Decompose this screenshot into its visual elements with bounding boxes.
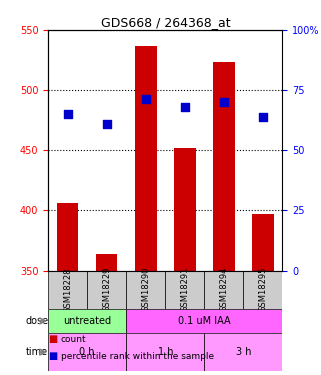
Point bbox=[221, 99, 226, 105]
Bar bbox=[135, 46, 157, 271]
Text: GSM18229: GSM18229 bbox=[102, 267, 111, 312]
Text: 3 h: 3 h bbox=[236, 347, 251, 357]
Point bbox=[143, 96, 148, 102]
Text: ■: ■ bbox=[48, 351, 57, 361]
Bar bbox=[96, 254, 117, 271]
FancyBboxPatch shape bbox=[126, 309, 282, 333]
Text: GSM18294: GSM18294 bbox=[219, 267, 229, 312]
Text: 0 h: 0 h bbox=[80, 347, 95, 357]
Point bbox=[182, 104, 187, 110]
Point bbox=[260, 114, 265, 120]
FancyBboxPatch shape bbox=[87, 271, 126, 309]
Text: GSM18291: GSM18291 bbox=[180, 267, 189, 312]
Text: untreated: untreated bbox=[63, 316, 111, 326]
Text: GSM18290: GSM18290 bbox=[141, 267, 150, 312]
FancyBboxPatch shape bbox=[165, 271, 204, 309]
Title: GDS668 / 264368_at: GDS668 / 264368_at bbox=[100, 16, 230, 29]
FancyBboxPatch shape bbox=[48, 333, 126, 371]
Text: GSM18295: GSM18295 bbox=[258, 267, 267, 312]
Text: time: time bbox=[26, 347, 48, 357]
FancyBboxPatch shape bbox=[243, 271, 282, 309]
Text: 1 h: 1 h bbox=[158, 347, 173, 357]
Point bbox=[65, 111, 70, 117]
FancyBboxPatch shape bbox=[126, 271, 165, 309]
Text: percentile rank within the sample: percentile rank within the sample bbox=[61, 352, 214, 361]
Bar bbox=[57, 203, 78, 271]
Point bbox=[104, 121, 109, 127]
FancyBboxPatch shape bbox=[48, 271, 87, 309]
FancyBboxPatch shape bbox=[204, 271, 243, 309]
Bar bbox=[213, 63, 235, 271]
FancyBboxPatch shape bbox=[48, 309, 126, 333]
Text: 0.1 uM IAA: 0.1 uM IAA bbox=[178, 316, 231, 326]
FancyBboxPatch shape bbox=[126, 333, 204, 371]
Text: count: count bbox=[61, 335, 87, 344]
Text: dose: dose bbox=[25, 316, 48, 326]
Bar bbox=[252, 214, 274, 271]
Text: ■: ■ bbox=[48, 334, 57, 344]
FancyBboxPatch shape bbox=[204, 333, 282, 371]
Text: GSM18228: GSM18228 bbox=[63, 267, 72, 312]
Bar bbox=[174, 148, 195, 271]
